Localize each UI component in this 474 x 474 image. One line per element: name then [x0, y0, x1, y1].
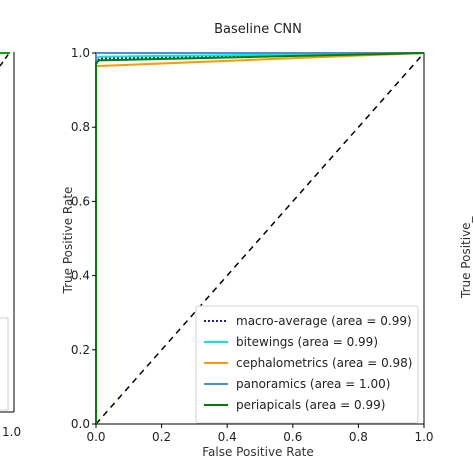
- left-panel-diagonal: [0, 51, 11, 67]
- chart-title: Baseline CNN: [214, 22, 302, 37]
- legend-label-0: macro-average (area = 0.99): [236, 314, 412, 328]
- x-tick-label: 0.0: [86, 430, 105, 444]
- left-panel-legend-fragment: [0, 317, 9, 411]
- legend: macro-average (area = 0.99) bitewings (ar…: [195, 305, 419, 424]
- legend-label-3: panoramics (area = 1.00): [236, 377, 390, 391]
- x-tick-label: 0.6: [283, 430, 302, 444]
- y-tick-label: 0.0: [71, 417, 90, 431]
- y-axis-label: True Positive Rate: [61, 187, 75, 295]
- plot-content: [95, 52, 425, 425]
- left-panel-xtick: 1.0: [2, 425, 21, 439]
- y-tick-label: 1.0: [71, 46, 90, 60]
- x-tick-label: 0.2: [152, 430, 171, 444]
- right-panel-ylabel: True Positive_: [459, 215, 473, 299]
- y-tick-label: 0.8: [71, 120, 90, 134]
- y-tick-label: 0.6: [71, 194, 90, 208]
- legend-box: [195, 305, 419, 424]
- x-tick-label: 0.8: [349, 430, 368, 444]
- reference-diagonal: [95, 52, 425, 425]
- left-panel-fragment: 1.0: [0, 51, 21, 439]
- legend-label-2: cephalometrics (area = 0.98): [236, 356, 412, 370]
- right-panel-fragment: True Positive_: [459, 215, 473, 299]
- x-axis-label: False Positive Rate: [202, 445, 314, 459]
- ticks: 0.0 0.2 0.4 0.6 0.8 1.0 0.0 0.2 0.4 0.6 0.8 1.0: [71, 46, 434, 444]
- legend-label-4: periapicals (area = 0.99): [236, 398, 385, 412]
- legend-label-1: bitewings (area = 0.99): [236, 335, 378, 349]
- x-tick-label: 0.4: [218, 430, 237, 444]
- x-tick-label: 1.0: [414, 430, 433, 444]
- main-chart: Baseline CNN False Positive Rate True Po…: [61, 22, 434, 459]
- series-line-4: [95, 52, 425, 424]
- y-tick-label: 0.2: [71, 343, 90, 357]
- y-tick-label: 0.4: [71, 269, 90, 283]
